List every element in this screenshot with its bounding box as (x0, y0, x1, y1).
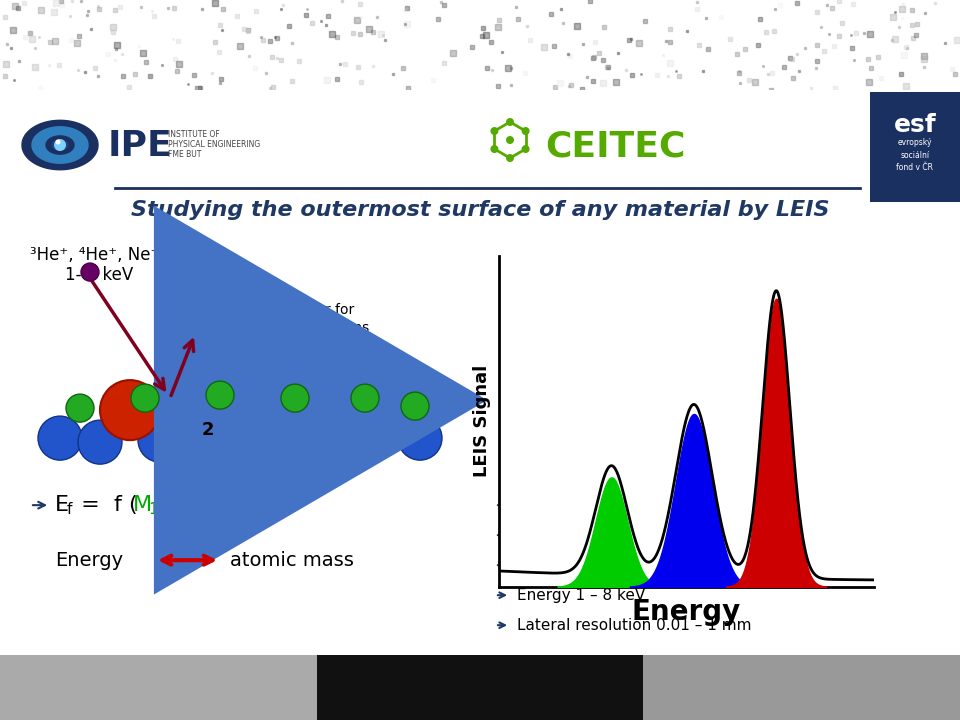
Text: IPE: IPE (108, 129, 173, 163)
Circle shape (370, 382, 430, 442)
Circle shape (315, 380, 375, 440)
Bar (0, 90, 960, 190)
Circle shape (240, 378, 300, 438)
Circle shape (138, 418, 182, 462)
Text: ,: , (186, 495, 200, 515)
Polygon shape (32, 127, 88, 163)
Text: 2: 2 (202, 421, 214, 439)
Circle shape (66, 394, 94, 422)
Circle shape (165, 375, 225, 435)
Bar (870, 92, 960, 202)
Text: Atomic composition of outermost atomic layer: Atomic composition of outermost atomic l… (517, 498, 873, 513)
Text: M: M (133, 495, 152, 515)
X-axis label: Energy: Energy (632, 598, 741, 626)
Circle shape (401, 392, 429, 420)
Text: θ: θ (270, 339, 278, 353)
Text: PHYSICAL ENGINEERING: PHYSICAL ENGINEERING (168, 140, 260, 148)
Circle shape (398, 416, 442, 460)
Text: Lateral resolution 0.01 – 1 mm: Lateral resolution 0.01 – 1 mm (517, 618, 752, 633)
Text: No matrix effects: No matrix effects (517, 528, 650, 543)
Circle shape (348, 418, 392, 462)
Circle shape (131, 384, 159, 412)
Text: E: E (55, 495, 69, 515)
Circle shape (206, 381, 234, 409)
Text: Energy 1 – 8 keV: Energy 1 – 8 keV (517, 588, 645, 603)
Circle shape (100, 380, 160, 440)
Circle shape (281, 384, 309, 412)
Circle shape (208, 416, 252, 460)
Polygon shape (52, 140, 68, 150)
Bar (0, 655, 317, 720)
Text: 3: 3 (212, 502, 222, 517)
Circle shape (506, 154, 514, 162)
Text: ³He⁺, ⁴He⁺, Ne⁺, Ar⁺: ³He⁺, ⁴He⁺, Ne⁺, Ar⁺ (30, 246, 197, 264)
Text: evropský
sociální
fond v ČR: evropský sociální fond v ČR (897, 138, 933, 172)
Circle shape (506, 136, 514, 144)
Text: Detector for: Detector for (270, 303, 354, 317)
Text: FME BUT: FME BUT (168, 150, 202, 158)
Text: In-depth (0 – 10 nm) (non-destructive): In-depth (0 – 10 nm) (non-destructive) (517, 558, 811, 572)
Text: M: M (165, 495, 184, 515)
Polygon shape (22, 120, 98, 170)
Text: 2: 2 (180, 502, 190, 517)
Text: atomic mass: atomic mass (230, 551, 354, 570)
Bar (317, 655, 643, 720)
Text: f: f (67, 502, 72, 517)
Text: , θ) * E: , θ) * E (218, 495, 294, 515)
Circle shape (491, 145, 498, 153)
Text: 1: 1 (148, 502, 157, 517)
Text: M: M (197, 495, 216, 515)
Circle shape (506, 118, 514, 126)
Bar (643, 655, 960, 720)
Text: i: i (283, 502, 287, 517)
Text: CEITEC: CEITEC (545, 129, 685, 163)
Circle shape (54, 139, 66, 151)
Text: ,: , (154, 495, 168, 515)
Text: Energy of Ions: Energy of Ions (270, 321, 370, 335)
Circle shape (351, 384, 379, 412)
Text: 1- 8 keV: 1- 8 keV (65, 266, 133, 284)
Circle shape (283, 418, 327, 462)
Circle shape (78, 420, 122, 464)
Circle shape (81, 263, 99, 281)
Circle shape (38, 416, 82, 460)
Circle shape (521, 127, 530, 135)
FancyBboxPatch shape (170, 304, 230, 336)
Text: Energy: Energy (55, 551, 123, 570)
Circle shape (56, 140, 60, 145)
Text: Studying the outermost surface of any material by LEIS: Studying the outermost surface of any ma… (131, 200, 829, 220)
Text: INSTITUTE OF: INSTITUTE OF (168, 130, 220, 138)
Text: esf: esf (894, 113, 936, 137)
Circle shape (491, 127, 498, 135)
Polygon shape (46, 136, 74, 154)
Text: =  f (: = f ( (74, 495, 137, 515)
Y-axis label: LEIS Signal: LEIS Signal (473, 365, 491, 477)
Circle shape (521, 145, 530, 153)
